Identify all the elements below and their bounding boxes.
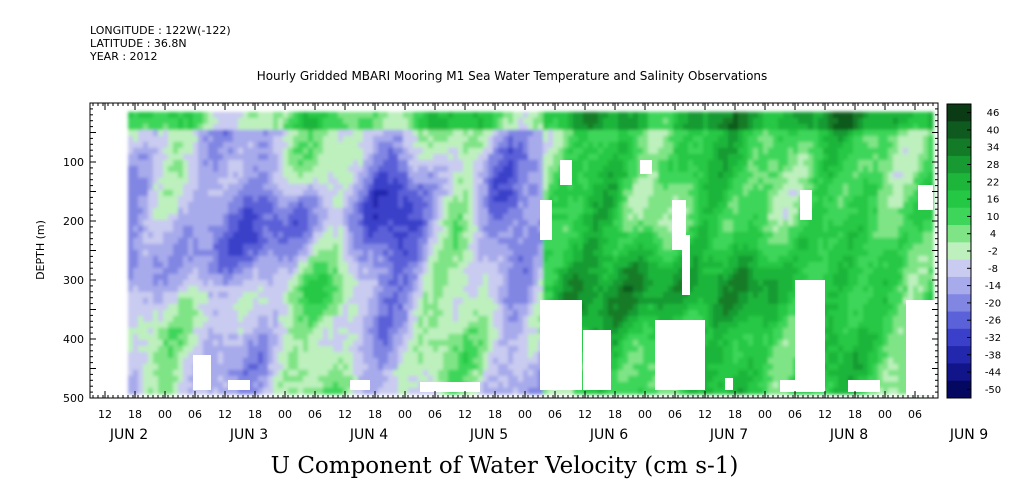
colorbar-swatch (947, 155, 971, 174)
colorbar-label: 40 (987, 125, 1000, 136)
x-hour-label: 12 (818, 408, 832, 421)
x-hour-label: 12 (698, 408, 712, 421)
colorbar-label: 22 (987, 177, 1000, 188)
variable-title: U Component of Water Velocity (cm s-1) (270, 453, 739, 479)
colorbar-swatch (947, 225, 971, 243)
colorbar-label: -38 (985, 350, 1001, 361)
x-hour-label: 00 (398, 408, 412, 421)
y-tick-label: 100 (63, 156, 84, 169)
colorbar-swatch (947, 242, 971, 261)
x-day-label: JUN 4 (349, 427, 388, 443)
x-hour-label: 06 (548, 408, 562, 421)
x-hour-label: 00 (638, 408, 652, 421)
x-hour-label: 06 (668, 408, 682, 421)
colorbar-label: -8 (988, 264, 998, 275)
colorbar-label: 34 (987, 143, 1000, 154)
year-label: YEAR : 2012 (90, 50, 158, 63)
colorbar: 46 40 34 28 22 16 10 4 -2 -8 -14 -20 -26 -32 -38 -44 -50 (946, 103, 1001, 399)
colorbar-label: 10 (987, 212, 1000, 223)
colorbar-label: 16 (987, 195, 1000, 206)
x-hour-label: 12 (218, 408, 232, 421)
colorbar-swatch (947, 259, 971, 278)
missing-data-regions (193, 160, 936, 395)
x-hour-label: 18 (128, 408, 142, 421)
x-hour-label: 18 (488, 408, 502, 421)
x-hour-label: 12 (578, 408, 592, 421)
plot-title: Hourly Gridded MBARI Mooring M1 Sea Wate… (257, 69, 768, 83)
x-hour-label: 18 (368, 408, 382, 421)
colorbar-label: -26 (985, 316, 1001, 327)
x-hour-label: 18 (608, 408, 622, 421)
x-hour-label: 00 (878, 408, 892, 421)
x-day-label: JUN 8 (829, 427, 868, 443)
x-day-label: JUN 9 (949, 427, 988, 443)
colorbar-label: -50 (985, 385, 1001, 396)
colorbar-swatch (947, 276, 971, 295)
x-hour-label: 12 (338, 408, 352, 421)
x-day-label: JUN 3 (229, 427, 268, 443)
colorbar-label: 28 (987, 160, 1000, 171)
x-hour-label: 12 (98, 408, 112, 421)
colorbar-swatch (947, 328, 971, 347)
x-hour-label: 06 (188, 408, 202, 421)
colorbar-swatch (947, 104, 971, 122)
x-hour-label: 06 (908, 408, 922, 421)
x-hour-label: 06 (788, 408, 802, 421)
colorbar-swatch (947, 207, 971, 226)
x-hour-label: 18 (728, 408, 742, 421)
x-day-label: JUN 6 (589, 427, 628, 443)
x-hour-label: 00 (758, 408, 772, 421)
x-axis: 12 18 00 06 12 18 00 06 12 18 00 06 12 18 00 06 12 18 00 06… (92, 103, 988, 443)
colorbar-swatch (947, 173, 971, 191)
colorbar-label: -2 (988, 247, 998, 258)
colorbar-swatch (947, 346, 971, 364)
y-tick-label: 500 (63, 392, 84, 405)
y-axis: 100 200 300 400 500 (63, 102, 938, 405)
colorbar-label: -32 (985, 333, 1001, 344)
x-day-label: JUN 5 (469, 427, 508, 443)
longitude-label: LONGITUDE : 122W(-122) (90, 24, 231, 37)
x-hour-label: 00 (278, 408, 292, 421)
colorbar-label: 46 (987, 108, 1000, 119)
x-hour-label: 00 (518, 408, 532, 421)
x-day-label: JUN 7 (709, 427, 748, 443)
colorbar-swatch (947, 121, 971, 139)
latitude-label: LATITUDE : 36.8N (90, 37, 187, 50)
colorbar-swatch (947, 380, 971, 399)
y-tick-label: 300 (63, 274, 84, 287)
y-tick-label: 200 (63, 215, 84, 228)
y-tick-label: 400 (63, 333, 84, 346)
colorbar-label: -20 (985, 298, 1001, 309)
x-hour-label: 18 (848, 408, 862, 421)
x-hour-label: 18 (248, 408, 262, 421)
x-hour-label: 12 (458, 408, 472, 421)
colorbar-swatch (947, 138, 971, 157)
x-hour-label: 00 (158, 408, 172, 421)
colorbar-label: -14 (985, 281, 1001, 292)
colorbar-swatch (947, 311, 971, 330)
heatmap-field (128, 111, 936, 395)
x-day-label: JUN 2 (109, 427, 148, 443)
y-axis-label: DEPTH (m) (34, 220, 47, 280)
colorbar-label: 4 (990, 229, 996, 240)
colorbar-swatch (947, 363, 971, 382)
colorbar-label: -44 (985, 368, 1001, 379)
colorbar-swatch (947, 190, 971, 209)
colorbar-swatch (947, 294, 971, 312)
x-hour-label: 06 (428, 408, 442, 421)
x-hour-label: 06 (308, 408, 322, 421)
